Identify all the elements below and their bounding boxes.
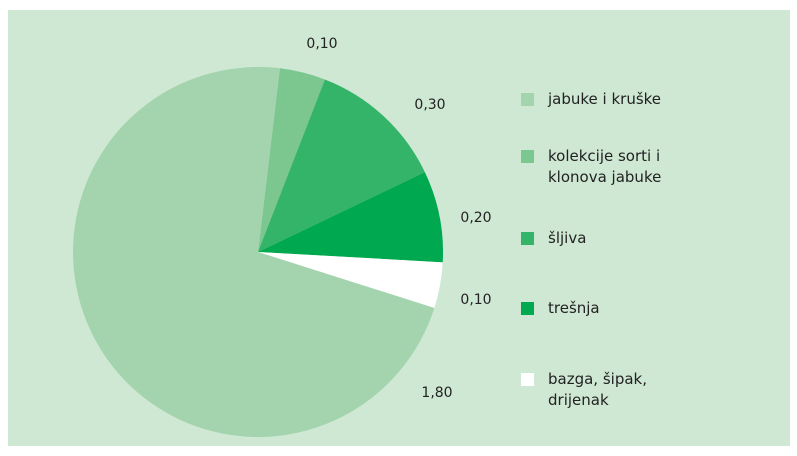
legend-swatch — [521, 150, 534, 163]
pie-slice — [258, 68, 325, 252]
data-label: 1,80 — [421, 385, 452, 401]
legend-label: šljiva — [548, 229, 587, 247]
legend-item: kolekcije sorti i klonova jabuke — [521, 146, 701, 188]
legend-swatch — [521, 302, 534, 315]
legend-label: kolekcije sorti i klonova jabuke — [548, 147, 662, 186]
legend-label: bazga, šipak, drijenak — [548, 370, 647, 409]
legend-swatch — [521, 93, 534, 106]
legend-item: jabuke i kruške — [521, 89, 701, 110]
data-label: 0,10 — [306, 36, 337, 52]
legend-swatch — [521, 373, 534, 386]
legend-label: trešnja — [548, 299, 600, 317]
legend-swatch — [521, 232, 534, 245]
pie-slice — [258, 252, 443, 308]
data-label: 0,20 — [460, 210, 491, 226]
legend-label: jabuke i kruške — [548, 90, 662, 108]
pie-slice — [258, 172, 444, 263]
pie-slice — [258, 79, 425, 252]
legend-item: šljiva — [521, 228, 701, 249]
pie-slice — [72, 67, 435, 438]
data-label: 0,30 — [414, 97, 445, 113]
legend-item: trešnja — [521, 298, 701, 319]
data-label: 0,10 — [460, 292, 491, 308]
legend-item: bazga, šipak, drijenak — [521, 369, 701, 411]
